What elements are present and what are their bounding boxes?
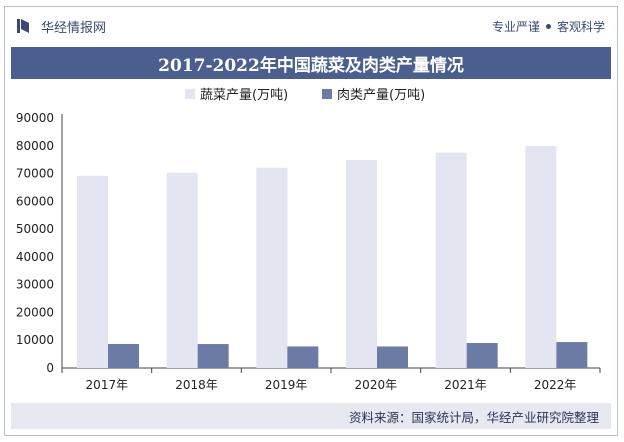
y-tick-label: 0 — [46, 361, 54, 375]
x-tick-label: 2020年 — [355, 378, 398, 392]
slogan: 专业严谨 客观科学 — [492, 18, 605, 35]
bar-vegetables — [166, 172, 198, 368]
y-tick-label: 90000 — [16, 111, 54, 125]
brand-logo-icon — [17, 19, 29, 33]
source-text: 资料来源：国家统计局，华经产业研究院整理 — [348, 409, 599, 425]
top-bar: 华经情报网 专业严谨 客观科学 — [5, 7, 617, 45]
y-tick-label: 50000 — [16, 222, 54, 236]
source-footer: 资料来源：国家统计局，华经产业研究院整理 — [11, 403, 611, 429]
x-tick-label: 2017年 — [86, 378, 129, 392]
y-tick-label: 60000 — [16, 194, 54, 208]
y-tick-label: 20000 — [16, 305, 54, 319]
bar-vegetables — [256, 167, 288, 368]
brand-name: 华经情报网 — [41, 20, 107, 36]
legend-swatch — [322, 89, 332, 99]
bar-meat — [287, 346, 319, 368]
bar-meat — [556, 342, 588, 368]
slogan-dot-icon — [545, 23, 551, 29]
y-tick-label: 80000 — [16, 139, 54, 153]
bar-meat — [197, 344, 229, 368]
x-tick-label: 2018年 — [175, 378, 218, 392]
x-tick-label: 2022年 — [534, 378, 577, 392]
chart-title: 2017-2022年中国蔬菜及肉类产量情况 — [11, 47, 611, 79]
y-tick-label: 70000 — [16, 167, 54, 181]
x-tick-label: 2021年 — [444, 378, 487, 392]
legend-label: 肉类产量(万吨) — [337, 88, 425, 103]
y-tick-label: 10000 — [16, 333, 54, 347]
legend-swatch — [185, 89, 195, 99]
y-tick-label: 30000 — [16, 278, 54, 292]
bar-meat — [108, 343, 139, 368]
x-tick-label: 2019年 — [265, 378, 308, 392]
bar-vegetables — [435, 152, 467, 368]
slogan-left: 专业严谨 — [491, 19, 540, 34]
bar-vegetables — [77, 175, 108, 368]
bar-meat — [466, 343, 498, 368]
bar-vegetables — [525, 146, 557, 368]
legend-label: 蔬菜产量(万吨) — [200, 88, 288, 103]
bar-vegetables — [346, 159, 377, 368]
bar-meat — [377, 346, 408, 368]
brand: 华经情报网 — [17, 17, 106, 36]
y-tick-label: 40000 — [16, 250, 54, 264]
slogan-right: 客观科学 — [556, 19, 605, 34]
